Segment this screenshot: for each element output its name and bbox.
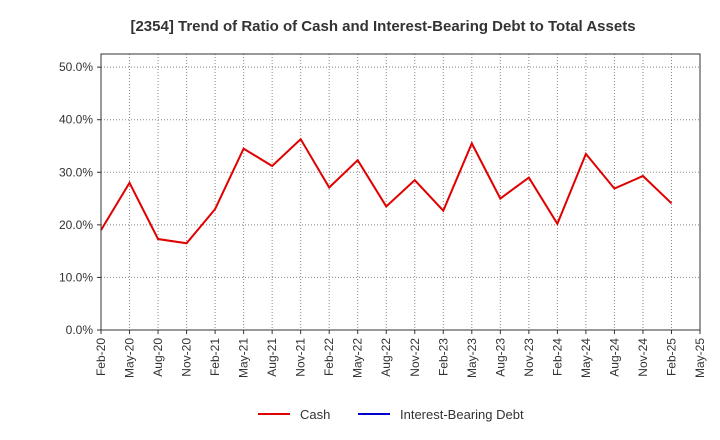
legend: Cash Interest-Bearing Debt [258, 407, 524, 422]
x-tick-label: Nov-24 [636, 338, 650, 377]
x-tick-label: Feb-20 [94, 338, 108, 376]
legend-label: Interest-Bearing Debt [400, 407, 524, 422]
y-axis: 0.0% 10.0% 20.0% 30.0% 40.0% 50.0% [59, 60, 101, 337]
x-tick-label: Nov-22 [408, 338, 422, 377]
x-tick-label: Nov-20 [180, 338, 194, 377]
y-tick-label: 50.0% [59, 60, 93, 74]
y-tick-label: 40.0% [59, 113, 93, 127]
x-tick-label: May-20 [123, 338, 137, 378]
series-lines [100, 137, 673, 245]
x-tick-label: Nov-23 [522, 338, 536, 377]
chart-title: [2354] Trend of Ratio of Cash and Intere… [130, 18, 635, 35]
x-tick-label: May-23 [465, 338, 479, 378]
plot-frame [100, 53, 701, 331]
y-tick-label: 30.0% [59, 165, 93, 179]
x-tick-label: May-25 [693, 338, 707, 378]
x-tick-label: Feb-24 [550, 338, 564, 376]
x-axis: Feb-20 May-20 Aug-20 Nov-20 Feb-21 May-21 Aug-… [94, 330, 707, 378]
x-tick-label: Nov-21 [294, 338, 308, 377]
x-tick-label: Feb-23 [436, 338, 450, 376]
x-tick-label: Feb-21 [208, 338, 222, 376]
y-tick-label: 0.0% [66, 323, 94, 337]
x-tick-label: May-21 [237, 338, 251, 378]
x-tick-label: Feb-25 [664, 338, 678, 376]
x-tick-label: May-22 [351, 338, 365, 378]
series-line-cash [100, 137, 673, 245]
x-tick-label: Aug-24 [607, 338, 621, 377]
x-tick-label: Aug-20 [151, 338, 165, 377]
x-tick-label: May-24 [579, 338, 593, 378]
y-tick-label: 10.0% [59, 270, 93, 284]
x-tick-label: Feb-22 [322, 338, 336, 376]
x-tick-label: Aug-21 [265, 338, 279, 377]
x-tick-label: Aug-22 [379, 338, 393, 377]
x-tick-label: Aug-23 [493, 338, 507, 377]
legend-label: Cash [300, 407, 330, 422]
y-tick-label: 20.0% [59, 218, 93, 232]
